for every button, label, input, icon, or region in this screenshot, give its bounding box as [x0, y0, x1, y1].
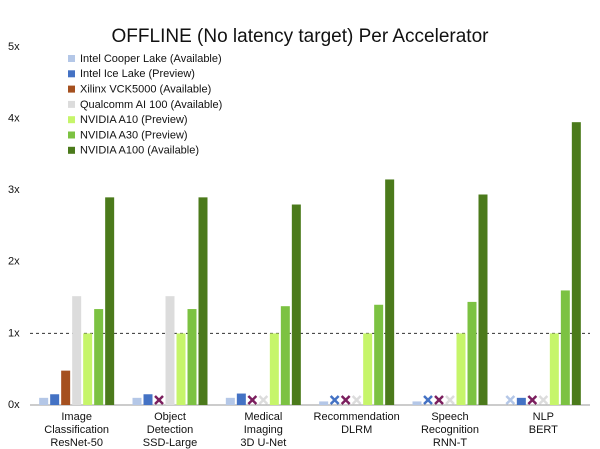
- missing-mark: [538, 395, 549, 405]
- x-tick-label: Object: [154, 411, 186, 423]
- bar: [176, 333, 186, 405]
- legend-label: NVIDIA A100 (Available): [80, 145, 199, 157]
- legend-swatch: [68, 131, 75, 139]
- bar: [280, 306, 290, 405]
- x-tick-label: Recommendation: [314, 411, 400, 423]
- legend-label: NVIDIA A10 (Preview): [80, 114, 188, 126]
- bar: [50, 394, 60, 405]
- x-tick-label: Image: [61, 411, 92, 423]
- x-tick-label: Classification: [44, 424, 109, 436]
- bar: [560, 290, 570, 405]
- missing-mark: [154, 395, 164, 405]
- bar: [132, 397, 142, 405]
- missing-mark: [258, 395, 269, 405]
- bar: [269, 333, 279, 405]
- legend-swatch: [68, 70, 75, 78]
- legend-swatch: [68, 55, 75, 62]
- bar: [467, 301, 477, 405]
- bar: [198, 197, 208, 405]
- bar: [187, 309, 197, 405]
- bar: [39, 397, 49, 405]
- x-tick-label: BERT: [529, 424, 558, 436]
- x-tick-label: NLP: [533, 411, 554, 423]
- missing-mark: [434, 395, 444, 405]
- bar: [374, 304, 384, 405]
- bar: [319, 401, 329, 405]
- missing-mark: [505, 395, 516, 405]
- x-tick-label: RNN-T: [433, 437, 467, 449]
- missing-mark: [423, 395, 433, 405]
- y-tick-label: 2x: [8, 256, 20, 268]
- missing-mark: [527, 395, 538, 405]
- legend-swatch: [68, 146, 75, 154]
- bar: [412, 401, 422, 405]
- bar: [61, 370, 71, 405]
- legend-label: Intel Cooper Lake (Available): [80, 53, 222, 65]
- missing-mark: [445, 395, 455, 405]
- bar: [143, 394, 153, 405]
- x-tick-label: 3D U-Net: [240, 437, 286, 449]
- bar: [456, 333, 466, 405]
- legend-label: Xilinx VCK5000 (Available): [80, 84, 211, 96]
- missing-mark: [329, 395, 340, 405]
- bar: [83, 333, 93, 405]
- bar: [478, 194, 488, 405]
- bar: [72, 296, 82, 405]
- bar: [516, 397, 526, 405]
- x-tick-label: Detection: [147, 424, 193, 436]
- y-tick-label: 5x: [8, 41, 20, 53]
- y-tick-label: 0x: [8, 399, 20, 411]
- bar: [385, 179, 395, 405]
- bar: [165, 296, 175, 405]
- bar: [571, 122, 581, 406]
- y-tick-label: 1x: [8, 327, 20, 339]
- x-tick-label: ResNet-50: [50, 437, 103, 449]
- legend-label: Intel Ice Lake (Preview): [80, 68, 195, 80]
- x-tick-label: Speech: [431, 411, 468, 423]
- missing-mark: [247, 395, 258, 405]
- missing-mark: [351, 395, 362, 405]
- x-tick-label: Medical: [244, 411, 282, 423]
- y-tick-label: 4x: [8, 113, 20, 125]
- bar: [291, 204, 301, 405]
- legend-label: NVIDIA A30 (Preview): [80, 129, 188, 141]
- x-tick-label: SSD-Large: [143, 437, 197, 449]
- x-tick-label: DLRM: [341, 424, 372, 436]
- legend-label: Qualcomm AI 100 (Available): [80, 99, 222, 111]
- x-tick-label: Imaging: [244, 424, 283, 436]
- legend-swatch: [68, 100, 75, 108]
- bar: [236, 393, 246, 405]
- bar: [105, 197, 115, 405]
- bar: [225, 397, 235, 405]
- x-tick-label: Recognition: [421, 424, 479, 436]
- chart-title: OFFLINE (No latency target) Per Accelera…: [112, 26, 490, 47]
- bar: [94, 309, 104, 405]
- y-tick-label: 3x: [8, 184, 20, 196]
- legend-swatch: [68, 116, 75, 124]
- bar: [549, 333, 559, 405]
- missing-mark: [340, 395, 351, 405]
- bar: [363, 333, 373, 405]
- legend-swatch: [68, 85, 75, 93]
